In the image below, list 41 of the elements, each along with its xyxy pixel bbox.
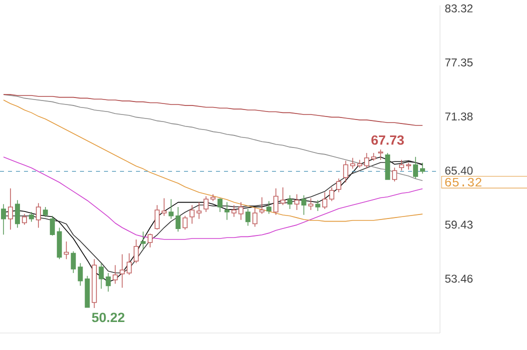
candlestick <box>399 159 404 172</box>
candlestick <box>196 202 202 220</box>
candlestick <box>273 188 278 216</box>
candlestick <box>176 206 181 232</box>
candlestick <box>28 212 34 222</box>
candlestick <box>204 196 209 212</box>
candlestick <box>120 254 125 288</box>
y-tick-label: 59.43 <box>445 220 473 229</box>
candlestick <box>42 206 48 218</box>
y-tick-label: 77.35 <box>445 58 473 66</box>
candlestick <box>162 198 167 216</box>
y-tick-label: 83.32 <box>445 4 472 12</box>
candlestick <box>406 162 412 170</box>
candlestick <box>8 188 13 230</box>
candlestick <box>252 208 258 228</box>
candlestick <box>238 202 244 220</box>
candlestick <box>0 204 6 236</box>
candlestick <box>259 196 264 214</box>
candlestick <box>168 198 174 220</box>
candlestick <box>378 149 384 160</box>
candlestick <box>56 227 62 260</box>
y-tick-label: 71.38 <box>445 112 473 120</box>
candlestick <box>245 208 250 226</box>
candlestick <box>190 204 195 224</box>
y-tick-label: 65.40 <box>445 166 473 175</box>
candlestick <box>210 194 216 202</box>
candlestick <box>182 215 188 230</box>
candlestick <box>413 156 418 179</box>
annotation: 67.73 <box>371 135 404 145</box>
annotation: 50.22 <box>92 312 124 322</box>
candlestick <box>266 200 272 214</box>
candlestick <box>22 213 27 226</box>
candlestick <box>392 167 398 182</box>
candlestick <box>231 204 236 218</box>
candlestick <box>280 186 286 206</box>
candlestick <box>224 202 230 220</box>
candlestick <box>14 200 20 228</box>
y-tick-label: 53.46 <box>445 274 473 283</box>
candlestick <box>420 162 426 174</box>
ref-line-label: 65.32 <box>445 178 482 186</box>
candlestick <box>36 202 41 228</box>
